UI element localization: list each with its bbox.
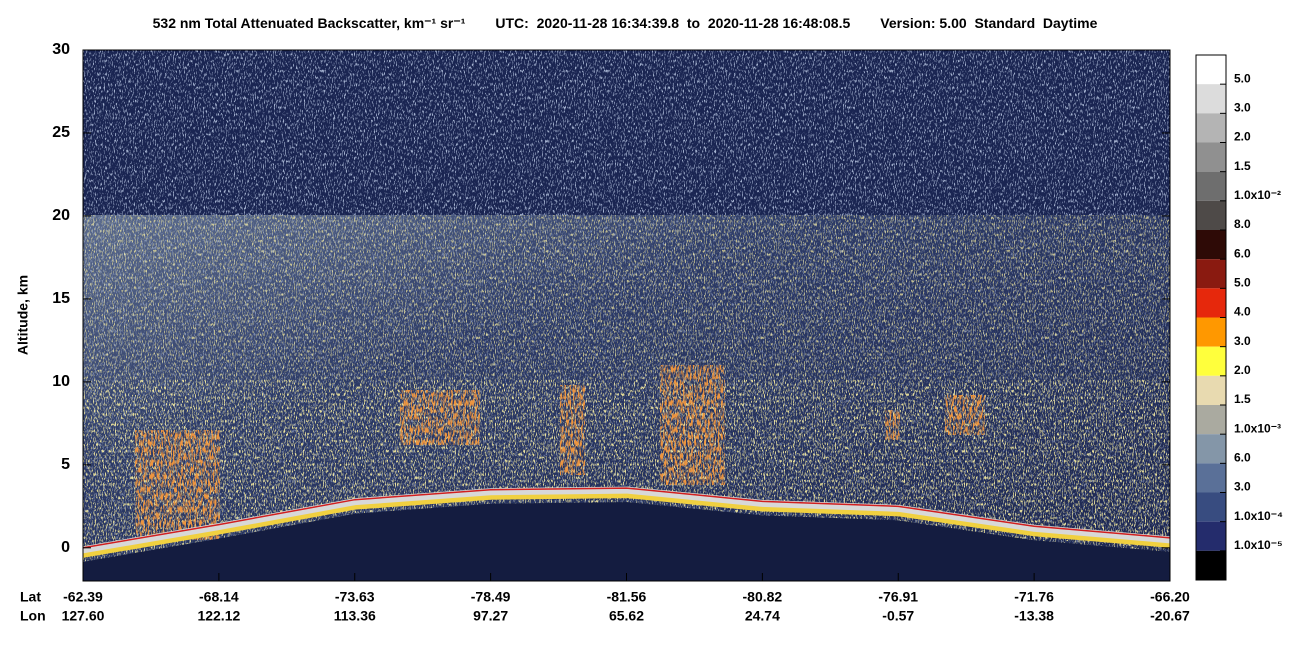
- cloud: [945, 395, 985, 435]
- colorbar-label: 2.0: [1234, 363, 1251, 377]
- colorbar-box: [1196, 171, 1226, 201]
- lon-label: 122.12: [197, 608, 240, 624]
- lat-label: -73.63: [335, 589, 375, 605]
- cloud: [135, 430, 220, 540]
- lat-label: -68.14: [199, 589, 239, 605]
- title-utc: UTC: 2020-11-28 16:34:39.8 to 2020-11-28…: [495, 15, 850, 31]
- colorbar-label: 5.0: [1234, 276, 1251, 290]
- chart-title: 532 nm Total Attenuated Backscatter, km⁻…: [153, 15, 1098, 31]
- row-label: Lon: [20, 608, 46, 624]
- cloud: [400, 390, 480, 445]
- colorbar-label: 1.0x10⁻⁴: [1234, 509, 1283, 523]
- cloud: [660, 365, 725, 485]
- title-main: 532 nm Total Attenuated Backscatter, km⁻…: [153, 15, 466, 31]
- y-tick-label: 20: [52, 207, 70, 224]
- colorbar-label: 1.5: [1234, 159, 1251, 173]
- cloud: [560, 385, 585, 475]
- y-tick-label: 5: [61, 456, 70, 473]
- colorbar-box: [1196, 521, 1226, 551]
- colorbar-label: 1.0x10⁻²: [1234, 188, 1281, 202]
- lon-label: -13.38: [1014, 608, 1054, 624]
- colorbar-box: [1196, 375, 1226, 405]
- y-tick-label: 30: [52, 41, 70, 58]
- colorbar-box: [1196, 405, 1226, 435]
- backscatter-image: [83, 50, 1170, 581]
- y-tick-label: 15: [52, 290, 70, 307]
- colorbar-label: 8.0: [1234, 217, 1251, 231]
- colorbar-box: [1196, 346, 1226, 376]
- colorbar-box: [1196, 84, 1226, 114]
- lat-label: -62.39: [63, 589, 103, 605]
- colorbar-box: [1196, 142, 1226, 172]
- lat-label: -66.20: [1150, 589, 1190, 605]
- colorbar-label: 1.5: [1234, 392, 1251, 406]
- lon-label: 97.27: [473, 608, 508, 624]
- lat-label: -78.49: [471, 589, 511, 605]
- lat-label: -80.82: [743, 589, 783, 605]
- y-tick-label: 10: [52, 373, 70, 390]
- colorbar-box: [1196, 288, 1226, 318]
- colorbar-label: 3.0: [1234, 480, 1251, 494]
- lon-label: 65.62: [609, 608, 644, 624]
- colorbar-label: 1.0x10⁻³: [1234, 421, 1281, 435]
- lon-label: -20.67: [1150, 608, 1190, 624]
- surface-band: [83, 486, 1170, 554]
- lon-label: 24.74: [745, 608, 780, 624]
- lon-label: 127.60: [62, 608, 105, 624]
- lon-label: 113.36: [334, 608, 376, 624]
- colorbar-box: [1196, 200, 1226, 230]
- colorbar-label: 6.0: [1234, 451, 1251, 465]
- colorbar-box: [1196, 55, 1226, 85]
- surface-yellow: [83, 492, 1170, 558]
- colorbar-label: 1.0x10⁻⁵: [1234, 538, 1283, 552]
- colorbar-label: 3.0: [1234, 334, 1251, 348]
- lat-label: -71.76: [1014, 589, 1054, 605]
- lat-label: -81.56: [607, 589, 647, 605]
- lat-label: -76.91: [878, 589, 918, 605]
- cloud: [885, 410, 900, 440]
- y-tick-label: 25: [52, 124, 70, 141]
- colorbar-box: [1196, 113, 1226, 143]
- colorbar-box: [1196, 434, 1226, 464]
- surface-layer: [83, 486, 1170, 581]
- colorbar-label: 2.0: [1234, 130, 1251, 144]
- colorbar-box: [1196, 259, 1226, 289]
- colorbar-label: 4.0: [1234, 305, 1251, 319]
- colorbar-box: [1196, 463, 1226, 493]
- colorbar-label: 6.0: [1234, 246, 1251, 260]
- y-tick-label: 0: [61, 539, 70, 556]
- colorbar-box: [1196, 492, 1226, 522]
- colorbar-label: 5.0: [1234, 71, 1251, 85]
- row-label: Lat: [20, 589, 41, 605]
- lon-label: -0.57: [882, 608, 914, 624]
- y-axis-label: Altitude, km: [15, 275, 31, 355]
- colorbar-box: [1196, 550, 1226, 580]
- colorbar-box: [1196, 230, 1226, 260]
- colorbar-label: 3.0: [1234, 101, 1251, 115]
- colorbar-box: [1196, 317, 1226, 347]
- surface-line: [83, 487, 1170, 549]
- subsurface: [83, 502, 1170, 581]
- title-version: Version: 5.00 Standard Daytime: [880, 15, 1097, 31]
